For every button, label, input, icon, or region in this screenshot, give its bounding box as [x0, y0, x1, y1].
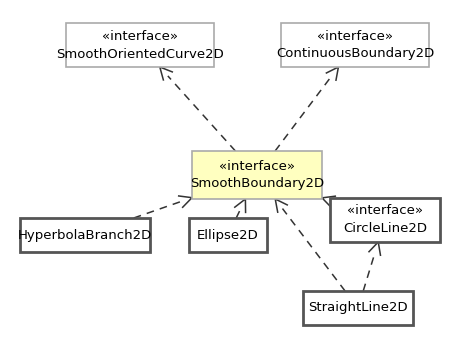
- Text: Ellipse2D: Ellipse2D: [197, 229, 259, 241]
- Text: «interface»
ContinuousBoundary2D: «interface» ContinuousBoundary2D: [276, 29, 434, 60]
- FancyBboxPatch shape: [303, 291, 413, 325]
- FancyBboxPatch shape: [330, 198, 440, 242]
- FancyBboxPatch shape: [66, 23, 214, 67]
- Text: HyperbolaBranch2D: HyperbolaBranch2D: [18, 229, 152, 241]
- FancyBboxPatch shape: [192, 151, 322, 199]
- Text: StraightLine2D: StraightLine2D: [308, 301, 408, 315]
- Text: «interface»
SmoothBoundary2D: «interface» SmoothBoundary2D: [190, 159, 324, 191]
- FancyBboxPatch shape: [281, 23, 429, 67]
- FancyBboxPatch shape: [20, 218, 150, 252]
- Text: «interface»
CircleLine2D: «interface» CircleLine2D: [343, 204, 427, 235]
- FancyBboxPatch shape: [189, 218, 267, 252]
- Text: «interface»
SmoothOrientedCurve2D: «interface» SmoothOrientedCurve2D: [56, 29, 224, 60]
